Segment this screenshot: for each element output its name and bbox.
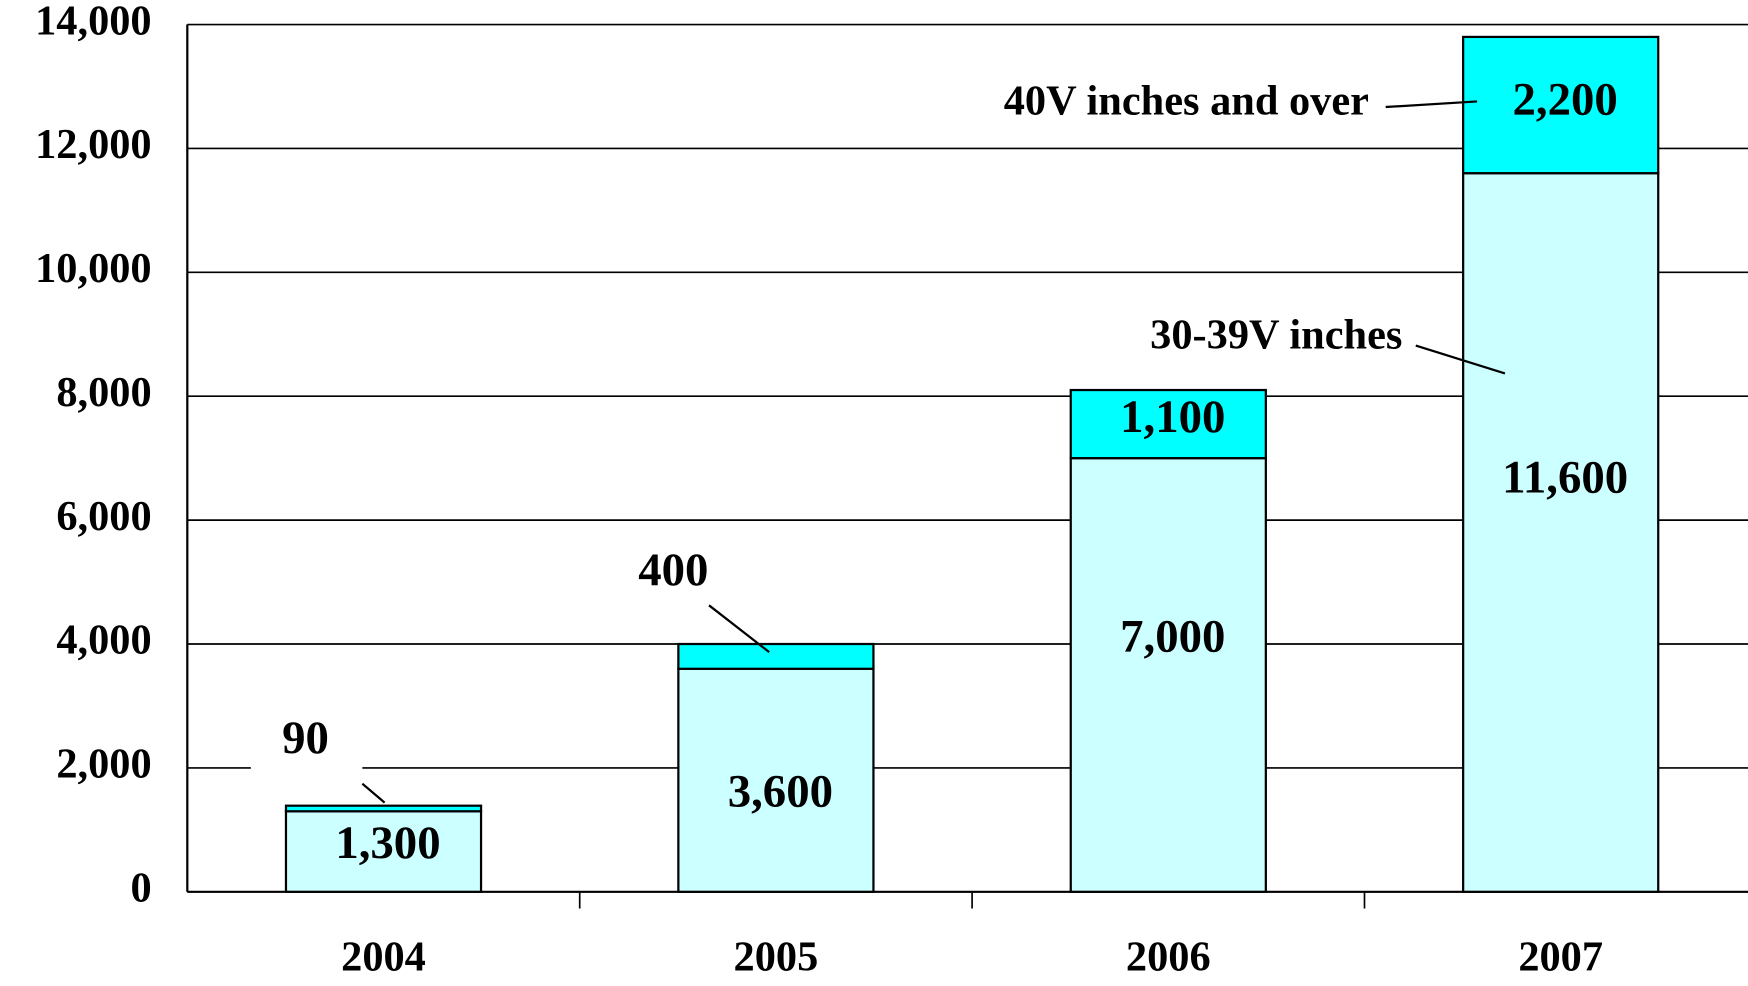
x-tick-label: 2007 <box>1518 934 1603 981</box>
y-tick-label: 12,000 <box>35 121 152 168</box>
y-tick-label: 2,000 <box>56 741 151 788</box>
leader-line <box>1385 100 1478 109</box>
series-annotation: 40V inches and over <box>1004 78 1369 125</box>
data-label: 400 <box>638 544 708 596</box>
leader-line <box>708 604 770 654</box>
x-tick-label: 2006 <box>1126 934 1211 981</box>
data-label: 3,600 <box>728 766 833 818</box>
x-tick-label: 2004 <box>341 934 426 981</box>
data-label: 11,600 <box>1502 451 1628 503</box>
data-label: 1,300 <box>335 817 440 869</box>
data-label: 1,100 <box>1120 391 1225 443</box>
data-label: 90 <box>282 712 329 764</box>
x-tick-label: 2005 <box>734 934 819 981</box>
bar-segment <box>1462 172 1660 893</box>
y-tick-label: 10,000 <box>35 245 152 292</box>
bar-segment <box>284 810 483 893</box>
bar-segment <box>284 804 483 813</box>
bar-segment <box>677 667 875 893</box>
bar-segment <box>677 642 875 670</box>
series-annotation: 30-39V inches <box>1150 312 1402 359</box>
bar-segment <box>1462 35 1660 175</box>
bar-segment <box>1069 457 1267 893</box>
bar-segment <box>1069 388 1267 460</box>
y-tick-label: 0 <box>130 865 151 912</box>
y-tick-label: 4,000 <box>56 617 151 664</box>
leader-line <box>361 782 386 804</box>
y-tick-label: 6,000 <box>56 493 151 540</box>
y-tick-label: 8,000 <box>56 369 151 416</box>
label-bg <box>250 719 363 775</box>
leader-line <box>1415 344 1506 375</box>
data-label: 7,000 <box>1120 611 1225 663</box>
data-label: 2,200 <box>1512 73 1617 125</box>
y-tick-label: 14,000 <box>35 0 152 44</box>
